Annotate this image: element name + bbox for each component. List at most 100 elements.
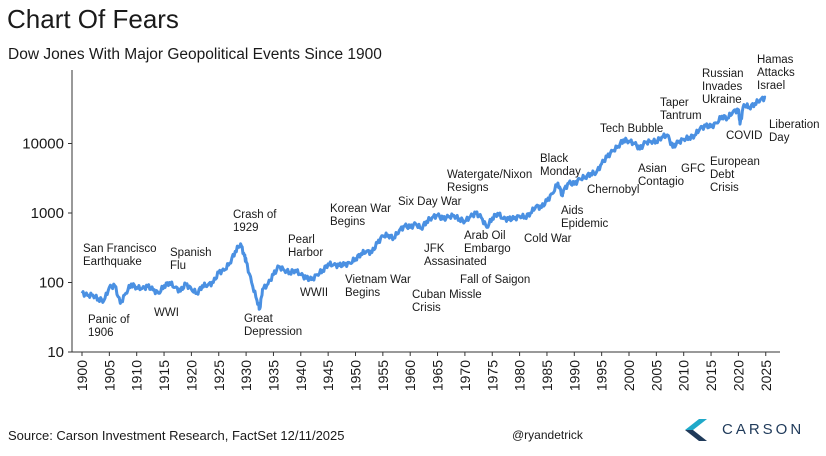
event-annotation: JFK Assasinated xyxy=(424,243,487,268)
event-annotations: San Francisco Earthquake Panic of 1906 Spani… xyxy=(83,54,820,339)
event-annotation-line: Russian xyxy=(702,68,744,80)
event-annotation-line: Cuban Missle xyxy=(412,289,482,301)
event-annotation-line: Cold War xyxy=(524,233,572,245)
event-annotation: Liberation Day xyxy=(769,119,820,144)
event-annotation-line: Taper xyxy=(660,97,689,109)
event-annotation: COVID xyxy=(726,130,762,142)
x-tick-label: 2010 xyxy=(676,360,692,391)
event-annotation: Spanish Flu xyxy=(170,247,212,272)
x-tick-label: 1990 xyxy=(566,360,582,391)
event-annotation-line: Attacks xyxy=(757,67,795,79)
x-tick-label: 1945 xyxy=(320,360,336,391)
event-annotation-line: Embargo xyxy=(464,243,511,255)
event-annotation-line: Depression xyxy=(244,326,302,338)
event-annotation-line: Spanish xyxy=(170,247,212,259)
x-tick-label: 2025 xyxy=(758,360,774,391)
event-annotation-line: Watergate/Nixon xyxy=(447,169,532,181)
event-annotation: Aids Epidemic xyxy=(561,205,609,230)
event-annotation-line: Israel xyxy=(757,80,785,92)
carson-logo: CARSON xyxy=(685,417,820,443)
event-annotation-line: Korean War xyxy=(330,203,391,215)
event-annotation-line: Chernobyl xyxy=(587,184,639,196)
logo-wordmark: CARSON xyxy=(722,421,805,438)
event-annotation-line: COVID xyxy=(726,130,762,142)
x-tick-label: 1970 xyxy=(457,360,473,391)
event-annotation-line: Vietnam War xyxy=(345,274,411,286)
carson-chevron-logo-icon xyxy=(685,419,707,441)
x-tick-label: 1905 xyxy=(101,360,117,391)
x-tick-label: 1910 xyxy=(129,360,145,391)
event-annotation: Hamas Attacks Israel xyxy=(757,54,795,92)
x-tick-label: 1995 xyxy=(594,360,610,391)
event-annotation: Russian Invades Ukraine xyxy=(702,68,744,106)
event-annotation: Six Day War xyxy=(398,196,462,208)
event-annotation-line: WWII xyxy=(300,287,328,299)
x-tick-label: 1915 xyxy=(156,360,172,391)
event-annotation-line: Earthquake xyxy=(83,256,142,268)
event-annotation-line: Day xyxy=(769,132,790,144)
chart-subtitle: Dow Jones With Major Geopolitical Events… xyxy=(8,46,382,63)
event-annotation-line: Flu xyxy=(170,260,186,272)
x-tick-label: 2020 xyxy=(730,360,746,391)
event-annotation-line: Panic of xyxy=(88,314,130,326)
event-annotation-line: Ukraine xyxy=(702,94,742,106)
event-annotation-line: Epidemic xyxy=(561,218,609,230)
event-annotation-line: Crisis xyxy=(710,182,739,194)
event-annotation: WWII xyxy=(300,287,328,299)
event-annotation-line: Tantrum xyxy=(660,110,702,122)
event-annotation: Great Depression xyxy=(244,313,302,338)
event-annotation-line: Contagio xyxy=(638,176,684,188)
x-tick-label: 1920 xyxy=(183,360,199,391)
event-annotation-line: Arab Oil xyxy=(464,230,506,242)
event-annotation-line: Begins xyxy=(330,216,365,228)
event-annotation-line: Assasinated xyxy=(424,256,487,268)
event-annotation-line: Harbor xyxy=(288,247,323,259)
x-tick-label: 1985 xyxy=(539,360,555,391)
event-annotation: Chernobyl xyxy=(587,184,639,196)
x-tick-label: 1965 xyxy=(430,360,446,391)
x-tick-label: 1960 xyxy=(402,360,418,391)
event-annotation: GFC xyxy=(681,163,705,175)
series-lines xyxy=(80,95,767,311)
event-annotation: WWI xyxy=(154,307,179,319)
x-tick-label: 1900 xyxy=(74,360,90,391)
x-tick-label: 1975 xyxy=(484,360,500,391)
source-note: Source: Carson Investment Research, Fact… xyxy=(8,428,345,443)
event-annotation: Asian Contagio xyxy=(638,163,684,188)
y-tick-label: 1000 xyxy=(31,205,64,222)
chart-title: Chart Of Fears xyxy=(7,4,179,34)
event-annotation: Cuban Missle Crisis xyxy=(412,289,482,314)
event-annotation: Cold War xyxy=(524,233,572,245)
x-tick-label: 1955 xyxy=(375,360,391,391)
event-annotation-line: 1929 xyxy=(233,222,259,234)
series-line-0 xyxy=(80,95,767,311)
event-annotation: European Debt Crisis xyxy=(710,156,760,194)
x-tick-label: 2000 xyxy=(621,360,637,391)
x-tick-label: 1930 xyxy=(238,360,254,391)
event-annotation-line: Begins xyxy=(345,287,380,299)
event-annotation-line: Invades xyxy=(702,81,743,93)
event-annotation: Fall of Saigon xyxy=(460,274,530,286)
event-annotation: Arab Oil Embargo xyxy=(464,230,511,255)
event-annotation: Pearl Harbor xyxy=(288,234,323,259)
x-tick-label: 2005 xyxy=(648,360,664,391)
event-annotation-line: European xyxy=(710,156,760,168)
event-annotation-line: Aids xyxy=(561,205,584,217)
x-tick-label: 1950 xyxy=(348,360,364,391)
event-annotation-line: Monday xyxy=(540,166,581,178)
y-tick-label: 10000 xyxy=(22,136,64,153)
event-annotation: Tech Bubble xyxy=(600,123,663,135)
plot-axes xyxy=(71,70,780,353)
y-tick-label: 100 xyxy=(39,275,64,292)
event-annotation: San Francisco Earthquake xyxy=(83,243,157,268)
event-annotation-line: Tech Bubble xyxy=(600,123,663,135)
x-tick-label: 1980 xyxy=(512,360,528,391)
event-annotation: Panic of 1906 xyxy=(88,314,130,339)
event-annotation: Taper Tantrum xyxy=(660,97,702,122)
event-annotation-line: San Francisco xyxy=(83,243,157,255)
event-annotation: Black Monday xyxy=(540,153,581,178)
event-annotation-line: Black xyxy=(540,153,568,165)
y-tick-labels: 10 100 1000 10000 xyxy=(22,136,72,361)
event-annotation-line: Crisis xyxy=(412,302,441,314)
